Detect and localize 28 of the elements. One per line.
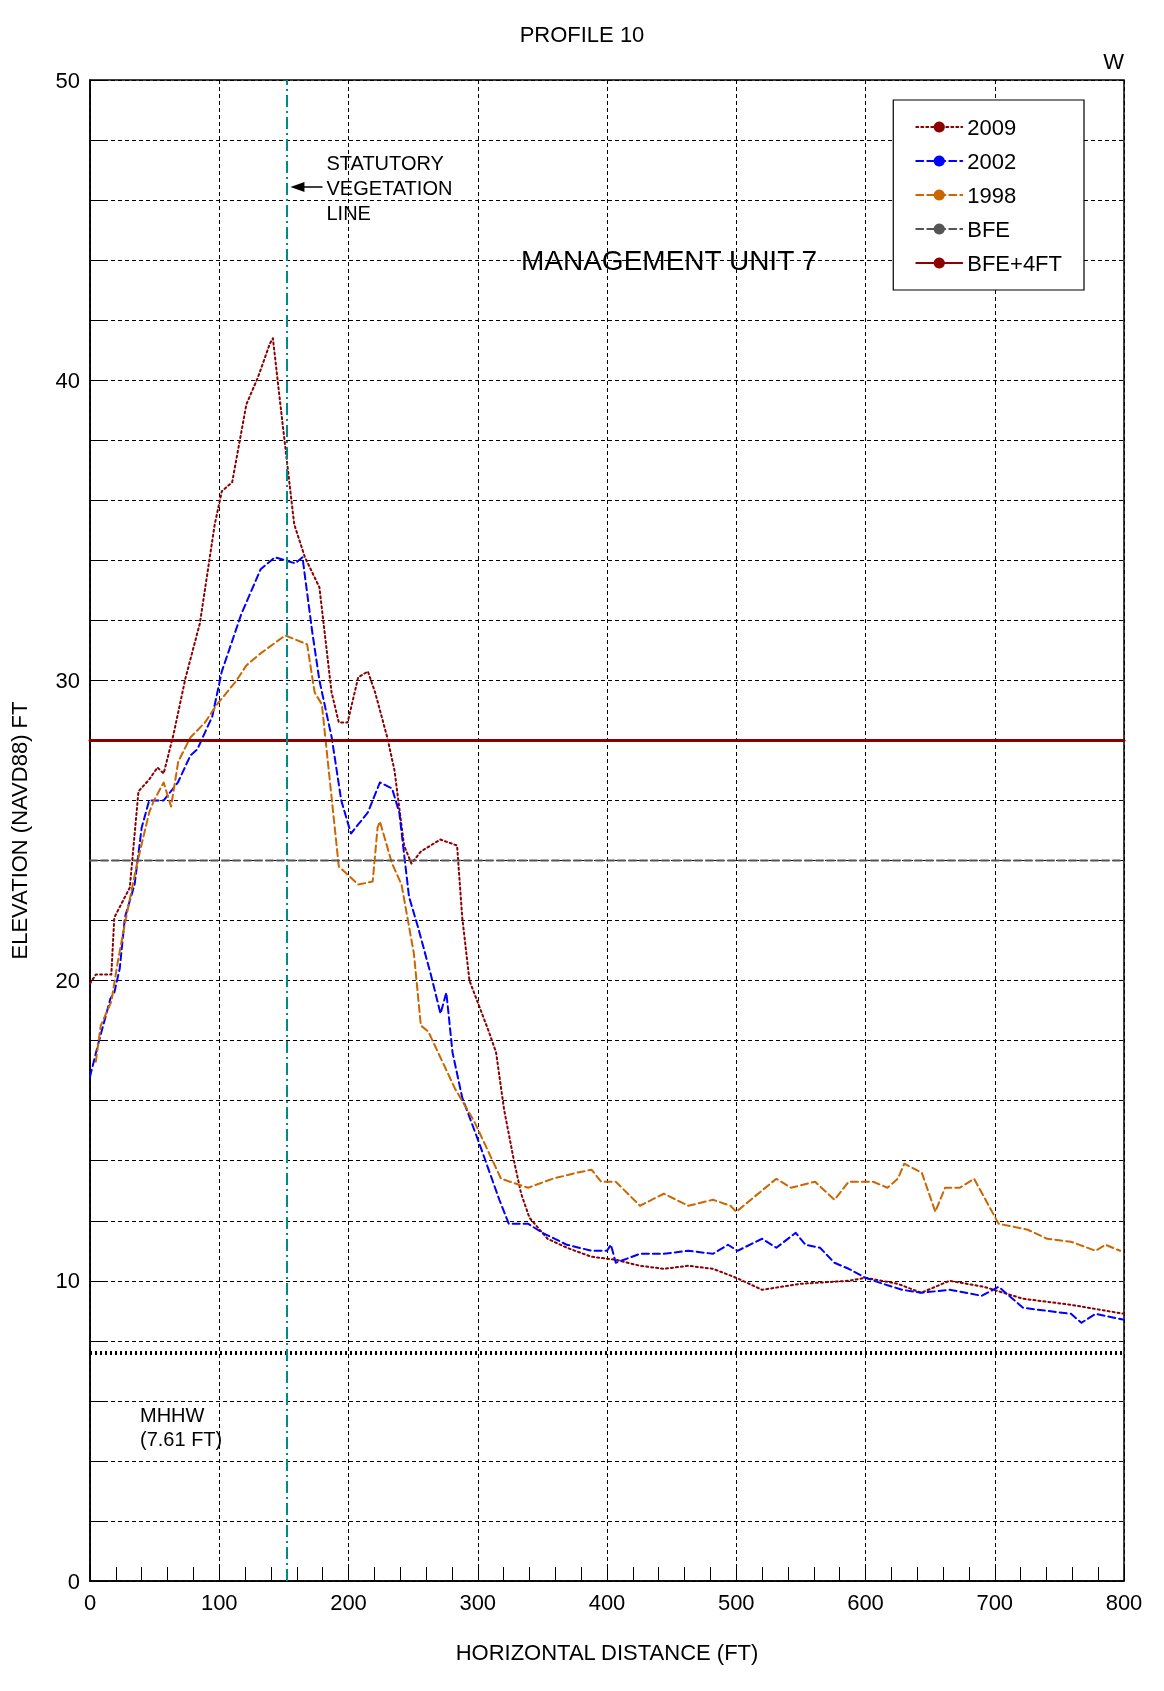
- text: W: [1103, 48, 1125, 74]
- x-tick-label: 0: [83, 1589, 97, 1615]
- y-tick-label: 0: [67, 1568, 80, 1594]
- legend-label: 2002: [967, 148, 1017, 174]
- x-tick-label: 100: [200, 1589, 238, 1615]
- x-tick-label: 800: [1105, 1589, 1143, 1615]
- y-tick-label: 40: [55, 367, 80, 393]
- y-tick-label: 50: [55, 67, 80, 93]
- ref-line-label: STATUTORY VEGETATION LINE: [326, 151, 453, 224]
- legend-label: BFE+4FT: [967, 250, 1062, 276]
- y-tick-label: 30: [55, 667, 80, 693]
- line-series: [89, 337, 1125, 1315]
- x-tick-label: 600: [847, 1589, 884, 1615]
- legend-label: 2009: [967, 114, 1017, 140]
- chart-title: PROFILE 10: [519, 21, 645, 47]
- x-tick-label: 200: [330, 1589, 367, 1615]
- y-tick-label: 10: [55, 1268, 80, 1294]
- x-tick-label: 300: [459, 1589, 497, 1615]
- line-series: [94, 634, 1122, 1252]
- y-axis-title: ELEVATION (NAVD88) FT: [6, 701, 32, 960]
- legend-label: BFE: [967, 216, 1011, 242]
- y-tick-label: 20: [55, 968, 80, 994]
- legend-label: 1998: [967, 182, 1017, 208]
- x-tick-label: 400: [588, 1589, 626, 1615]
- x-tick-label: 700: [976, 1589, 1014, 1615]
- x-axis-title: HORIZONTAL DISTANCE (FT): [455, 1639, 759, 1665]
- line-series: [89, 556, 1125, 1324]
- x-tick-label: 500: [717, 1589, 755, 1615]
